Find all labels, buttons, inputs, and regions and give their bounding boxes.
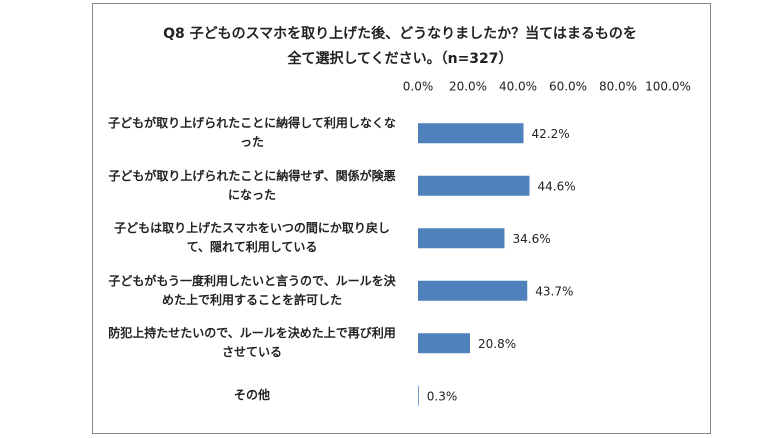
category-label: 子どもは取り上げたスマホをいつの間にか取り戻して、隠れて利用している: [114, 221, 390, 255]
bar: [418, 333, 470, 354]
bar: [418, 175, 530, 196]
chart-frame: [92, 3, 711, 434]
x-tick-label: 20.0%: [449, 80, 487, 94]
value-label: 0.3%: [427, 389, 458, 403]
value-label: 42.2%: [532, 127, 570, 141]
category-label: その他: [233, 388, 270, 403]
x-tick-label: 0.0%: [403, 80, 434, 94]
x-tick-label: 40.0%: [499, 80, 537, 94]
x-tick-label: 100.0%: [645, 80, 691, 94]
category-label: 子どもがもう一度利用したいと言うので、ルールを決めた上で利用することを許可した: [108, 273, 396, 307]
x-tick-label: 80.0%: [599, 80, 637, 94]
chart-title: Q8 子どものスマホを取り上げた後、どうなりましたか？当てはまるものを全て選択し…: [163, 26, 637, 67]
category-label: 子どもが取り上げられたことに納得して利用しなくなった: [108, 116, 396, 150]
category-label: 子どもが取り上げられたことに納得せず、関係が険悪になった: [108, 168, 396, 202]
category-label: 防犯上持たせたいので、ルールを決めた上で再び利用させている: [108, 326, 396, 360]
bar: [418, 280, 528, 301]
bar: [418, 228, 505, 249]
x-tick-label: 60.0%: [549, 80, 587, 94]
bar: [418, 123, 524, 144]
value-label: 34.6%: [513, 232, 551, 246]
value-label: 44.6%: [538, 179, 576, 193]
value-label: 43.7%: [535, 284, 573, 298]
value-label: 20.8%: [478, 337, 516, 351]
bar: [418, 385, 419, 406]
